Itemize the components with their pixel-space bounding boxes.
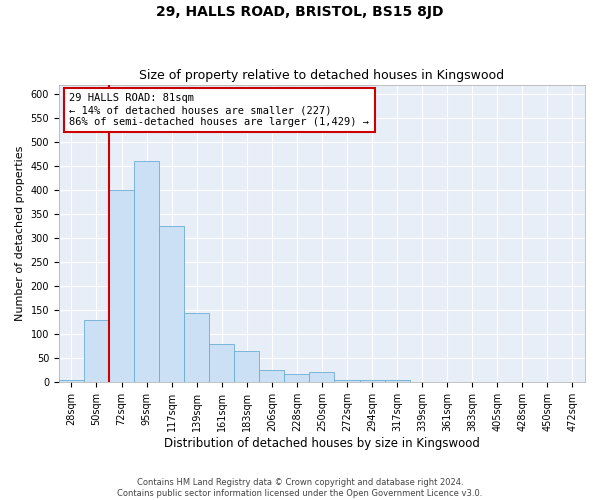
Bar (334, 380, 359, 382)
Text: 29, HALLS ROAD, BRISTOL, BS15 8JD: 29, HALLS ROAD, BRISTOL, BS15 8JD (156, 5, 444, 19)
Text: 29 HALLS ROAD: 81sqm
← 14% of detached houses are smaller (227)
86% of semi-deta: 29 HALLS ROAD: 81sqm ← 14% of detached h… (70, 94, 370, 126)
Bar (184, 312, 209, 382)
Bar (84, 320, 109, 382)
Bar (259, 370, 284, 382)
Bar (159, 226, 184, 382)
Bar (134, 162, 159, 382)
Bar (359, 380, 385, 382)
Title: Size of property relative to detached houses in Kingswood: Size of property relative to detached ho… (139, 69, 505, 82)
Bar (109, 190, 134, 382)
Bar (209, 344, 234, 382)
Bar (59, 380, 84, 382)
Bar (385, 380, 410, 382)
Bar (310, 372, 334, 382)
Bar (284, 374, 310, 382)
X-axis label: Distribution of detached houses by size in Kingswood: Distribution of detached houses by size … (164, 437, 480, 450)
Y-axis label: Number of detached properties: Number of detached properties (15, 146, 25, 321)
Text: Contains HM Land Registry data © Crown copyright and database right 2024.
Contai: Contains HM Land Registry data © Crown c… (118, 478, 482, 498)
Bar (234, 351, 259, 382)
